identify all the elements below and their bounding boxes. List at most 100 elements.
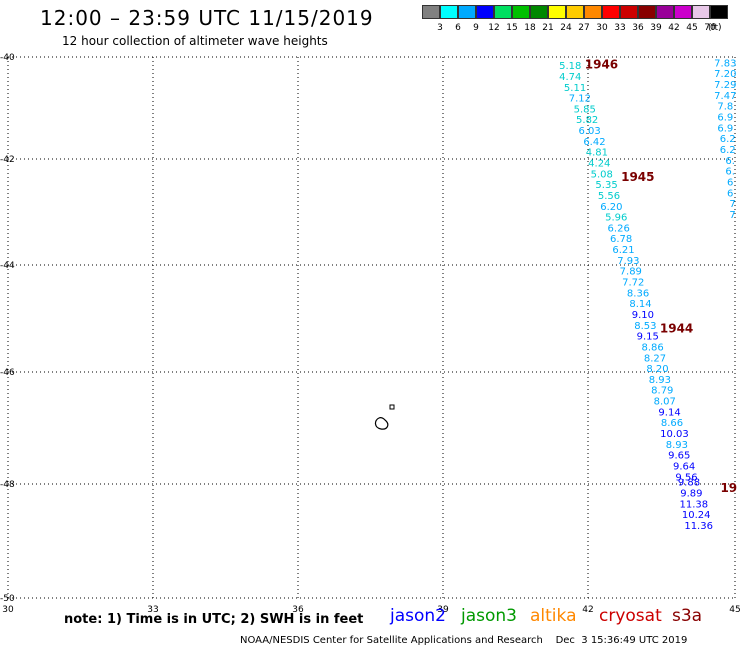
- legend-label: 6: [455, 23, 461, 33]
- lon-tick-label: 33: [147, 605, 158, 615]
- wave-height-value: 6.: [725, 156, 735, 167]
- wave-height-value: 9.14: [658, 407, 680, 418]
- wave-height-value: 10.24: [682, 510, 711, 521]
- legend-label: 36: [632, 23, 644, 33]
- wave-height-value: 7.8: [717, 102, 733, 113]
- wave-height-value: 6.2: [720, 134, 736, 145]
- note-text: note: 1) Time is in UTC; 2) SWH is in fe…: [64, 612, 364, 627]
- wave-height-value: 6.9: [717, 113, 733, 124]
- time-label: 19: [720, 481, 737, 495]
- wave-height-value: 6.42: [583, 137, 605, 148]
- island-outline: [374, 417, 389, 430]
- wave-height-value: 9.89: [680, 489, 702, 500]
- legend-swatch: [476, 5, 494, 19]
- time-label: 1946: [585, 57, 618, 71]
- legend-label: 15: [506, 23, 518, 33]
- legend-swatch: [548, 5, 566, 19]
- legend-swatch: [638, 5, 656, 19]
- lon-tick-label: 39: [437, 605, 449, 615]
- wave-height-value: 7.12: [569, 94, 591, 105]
- wave-height-value: 7.83: [714, 58, 736, 69]
- lat-tick-label: -46: [0, 368, 15, 378]
- footer-credit: NOAA/NESDIS Center for Satellite Applica…: [240, 635, 688, 646]
- time-label: 1945: [621, 170, 654, 184]
- lat-tick-label: -44: [0, 261, 15, 271]
- wave-height-value: 6.: [725, 167, 735, 178]
- wave-height-value: 7.47: [714, 91, 736, 102]
- time-label: 1944: [660, 322, 693, 336]
- legend-label: 18: [524, 23, 536, 33]
- legend-label: 70: [704, 23, 716, 33]
- wave-height-value: 8.79: [651, 386, 673, 397]
- legend-swatch: [512, 5, 530, 19]
- legend-swatch: [710, 5, 728, 19]
- legend-unit: (ft): [708, 23, 722, 33]
- legend-label: 39: [650, 23, 662, 33]
- island-outline: [389, 404, 395, 410]
- legend-label: 9: [473, 23, 479, 33]
- satellite-label: s3a: [672, 606, 703, 626]
- wave-height-value: 9.88: [678, 478, 700, 489]
- page-title: 12:00 – 23:59 UTC 11/15/2019: [40, 6, 374, 30]
- wave-height-value: 6.03: [578, 126, 600, 137]
- wave-height-value: 5.82: [576, 115, 598, 126]
- page-subtitle: 12 hour collection of altimeter wave hei…: [62, 34, 328, 48]
- wave-height-value: 8.93: [666, 440, 688, 451]
- lat-tick-label: -50: [0, 594, 15, 604]
- legend-label: 33: [614, 23, 626, 33]
- lon-tick-label: 30: [2, 605, 14, 615]
- lon-tick-label: 45: [729, 605, 740, 615]
- wave-height-value: 8.53: [634, 321, 656, 332]
- lon-tick-label: 42: [582, 605, 593, 615]
- wave-height-value: 7.20: [714, 69, 736, 80]
- wave-height-value: 7.93: [617, 256, 639, 267]
- legend-swatch: [692, 5, 710, 19]
- lon-tick-label: 36: [292, 605, 304, 615]
- wave-height-value: 4.74: [559, 72, 581, 83]
- wave-height-value: 5.85: [574, 104, 596, 115]
- wave-height-value: 7.72: [622, 278, 644, 289]
- legend-label: 24: [560, 23, 572, 33]
- wave-height-value: 8.93: [649, 375, 671, 386]
- wave-height-value: 5.96: [605, 213, 627, 224]
- wave-height-value: 10.03: [660, 429, 689, 440]
- wave-height-value: 8.07: [654, 397, 676, 408]
- wave-height-value: 8.20: [646, 364, 668, 375]
- wave-height-value: 5.18: [559, 61, 581, 72]
- wave-height-value: 11.38: [679, 499, 708, 510]
- wave-height-value: 9.65: [668, 451, 690, 462]
- wave-height-value: 11.36: [684, 521, 713, 532]
- wave-height-value: 6: [727, 177, 733, 188]
- legend-swatch: [530, 5, 548, 19]
- wave-height-value: 9.64: [673, 461, 695, 472]
- legend-swatch: [656, 5, 674, 19]
- wave-height-value: 4.81: [586, 148, 608, 159]
- legend-label: 3: [437, 23, 443, 33]
- wave-height-value: 8.14: [629, 299, 651, 310]
- wave-height-value: 6.26: [608, 223, 630, 234]
- wave-height-value: 6.78: [610, 234, 632, 245]
- wave-height-value: 8.86: [641, 342, 663, 353]
- wave-height-value: 9.15: [637, 332, 659, 343]
- legend-label: 45: [686, 23, 698, 33]
- legend-swatch: [620, 5, 638, 19]
- wave-height-value: 5.56: [598, 191, 620, 202]
- wave-height-value: 5.35: [595, 180, 617, 191]
- legend-swatch: [674, 5, 692, 19]
- legend-label: 42: [668, 23, 680, 33]
- satellite-label: jason3: [461, 606, 517, 626]
- wave-height-value: 7.89: [620, 267, 642, 278]
- wave-height-value: 7: [729, 210, 735, 221]
- satellite-label: jason2: [390, 606, 446, 626]
- wave-height-value: 6.2: [720, 145, 736, 156]
- wave-height-value: 8.27: [644, 353, 666, 364]
- legend-swatch: [494, 5, 512, 19]
- legend-label: 27: [578, 23, 590, 33]
- satellite-label: cryosat: [599, 606, 662, 626]
- legend-label: 21: [542, 23, 554, 33]
- wave-height-value: 6: [727, 188, 733, 199]
- legend-swatch: [458, 5, 476, 19]
- legend-swatch: [440, 5, 458, 19]
- lat-tick-label: -40: [0, 53, 15, 63]
